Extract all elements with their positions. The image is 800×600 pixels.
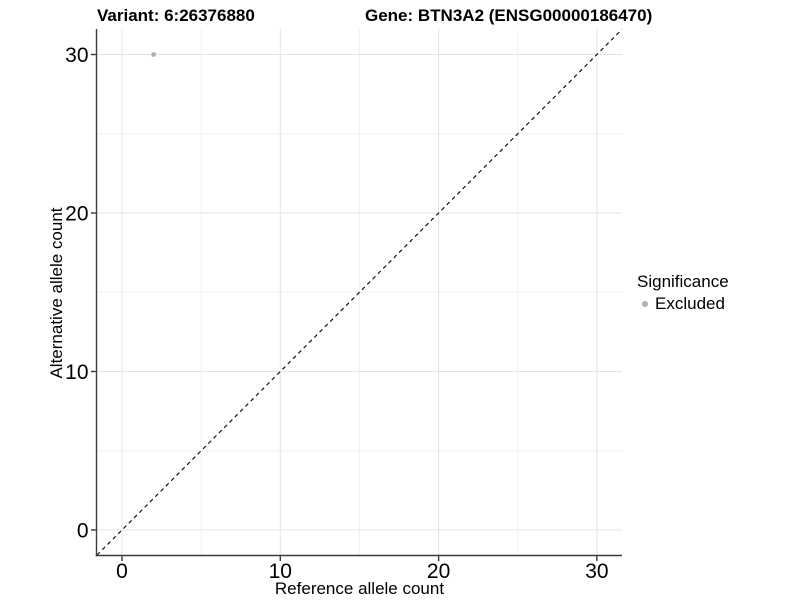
variant-title: Variant: 6:26376880 [97, 6, 255, 25]
y-tick-label: 30 [65, 44, 88, 67]
x-tick-label: 20 [427, 560, 450, 583]
data-point [151, 52, 157, 57]
x-tick-label: 30 [585, 560, 608, 583]
y-tick-label: 20 [65, 203, 88, 226]
legend-key [637, 296, 652, 311]
legend-item-excluded: Excluded [637, 293, 729, 314]
x-axis-title: Reference allele count [274, 579, 445, 598]
x-tick-label: 0 [116, 560, 128, 583]
legend-title: Significance [637, 272, 729, 291]
y-tick-label: 10 [65, 361, 88, 384]
identity-line [96, 29, 623, 556]
y-tick-label: 0 [77, 520, 89, 543]
y-axis-title: Alternative allele count [47, 207, 66, 379]
excluded-point-icon [641, 300, 648, 307]
x-tick-label: 10 [269, 560, 292, 583]
legend: Significance Excluded [637, 271, 729, 314]
gene-title: Gene: BTN3A2 (ENSG00000186470) [365, 6, 653, 25]
legend-item-label: Excluded [655, 293, 725, 313]
